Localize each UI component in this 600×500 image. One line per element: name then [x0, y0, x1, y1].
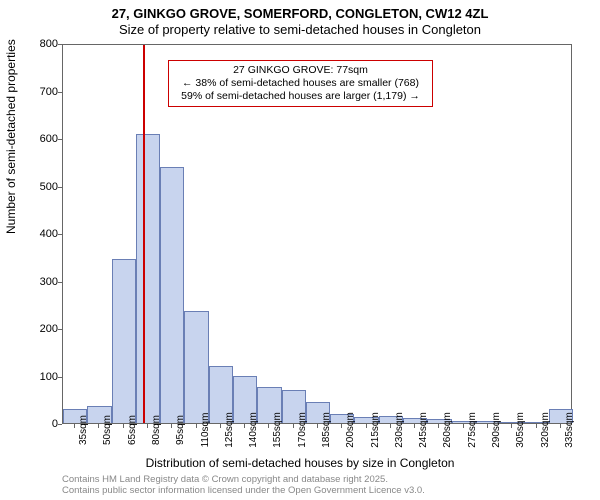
ytick-label: 100 — [40, 371, 58, 383]
info-line1: 27 GINKGO GROVE: 77sqm — [175, 64, 426, 77]
xtick-label: 35sqm — [78, 415, 89, 445]
ytick-label: 800 — [40, 38, 58, 50]
bar — [136, 134, 160, 423]
ytick-mark — [58, 92, 62, 93]
chart-subtitle: Size of property relative to semi-detach… — [0, 22, 600, 38]
xtick-mark — [438, 424, 439, 428]
xtick-mark — [98, 424, 99, 428]
xtick-mark — [74, 424, 75, 428]
xtick-label: 155sqm — [272, 412, 283, 448]
xtick-mark — [511, 424, 512, 428]
chart-title: 27, GINKGO GROVE, SOMERFORD, CONGLETON, … — [0, 6, 600, 22]
xtick-mark — [536, 424, 537, 428]
xtick-label: 260sqm — [442, 412, 453, 448]
attribution: Contains HM Land Registry data © Crown c… — [62, 474, 425, 497]
info-box: 27 GINKGO GROVE: 77sqm← 38% of semi-deta… — [168, 60, 433, 107]
xtick-label: 290sqm — [491, 412, 502, 448]
xtick-mark — [390, 424, 391, 428]
ytick-mark — [58, 282, 62, 283]
attribution-line1: Contains HM Land Registry data © Crown c… — [62, 474, 425, 485]
ytick-label: 700 — [40, 86, 58, 98]
info-line2: ← 38% of semi-detached houses are smalle… — [175, 77, 426, 90]
xtick-label: 245sqm — [418, 412, 429, 448]
ytick-mark — [58, 424, 62, 425]
xtick-mark — [171, 424, 172, 428]
ytick-mark — [58, 44, 62, 45]
ytick-mark — [58, 329, 62, 330]
xtick-mark — [196, 424, 197, 428]
chart-container: 27, GINKGO GROVE, SOMERFORD, CONGLETON, … — [0, 0, 600, 500]
xtick-mark — [414, 424, 415, 428]
xtick-label: 200sqm — [345, 412, 356, 448]
ytick-mark — [58, 139, 62, 140]
xtick-mark — [123, 424, 124, 428]
xtick-mark — [147, 424, 148, 428]
x-axis-label: Distribution of semi-detached houses by … — [0, 456, 600, 470]
xtick-label: 95sqm — [175, 415, 186, 445]
xtick-mark — [244, 424, 245, 428]
xtick-label: 335sqm — [564, 412, 575, 448]
info-line3: 59% of semi-detached houses are larger (… — [175, 90, 426, 103]
xtick-label: 50sqm — [102, 415, 113, 445]
xtick-mark — [560, 424, 561, 428]
xtick-label: 170sqm — [297, 412, 308, 448]
xtick-label: 185sqm — [321, 412, 332, 448]
xtick-label: 125sqm — [224, 412, 235, 448]
ytick-label: 0 — [52, 418, 58, 430]
xtick-mark — [293, 424, 294, 428]
xtick-label: 140sqm — [248, 412, 259, 448]
ytick-label: 300 — [40, 276, 58, 288]
xtick-label: 320sqm — [540, 412, 551, 448]
xtick-label: 215sqm — [370, 412, 381, 448]
ytick-mark — [58, 377, 62, 378]
xtick-mark — [317, 424, 318, 428]
xtick-mark — [268, 424, 269, 428]
ytick-label: 200 — [40, 323, 58, 335]
plot-area: 27 GINKGO GROVE: 77sqm← 38% of semi-deta… — [62, 44, 572, 424]
attribution-line2: Contains public sector information licen… — [62, 485, 425, 496]
xtick-label: 110sqm — [200, 413, 211, 448]
xtick-mark — [220, 424, 221, 428]
xtick-label: 305sqm — [515, 412, 526, 448]
y-axis-label: Number of semi-detached properties — [4, 39, 18, 234]
xtick-label: 230sqm — [394, 412, 405, 448]
ytick-label: 400 — [40, 228, 58, 240]
xtick-mark — [487, 424, 488, 428]
xtick-mark — [463, 424, 464, 428]
ytick-mark — [58, 187, 62, 188]
bar — [184, 311, 208, 423]
reference-line — [143, 45, 145, 423]
xtick-mark — [366, 424, 367, 428]
xtick-mark — [341, 424, 342, 428]
bar — [112, 259, 136, 423]
ytick-label: 500 — [40, 181, 58, 193]
xtick-label: 80sqm — [151, 415, 162, 445]
xtick-label: 275sqm — [467, 412, 478, 448]
bar — [160, 167, 184, 424]
ytick-mark — [58, 234, 62, 235]
ytick-label: 600 — [40, 133, 58, 145]
xtick-label: 65sqm — [127, 415, 138, 445]
